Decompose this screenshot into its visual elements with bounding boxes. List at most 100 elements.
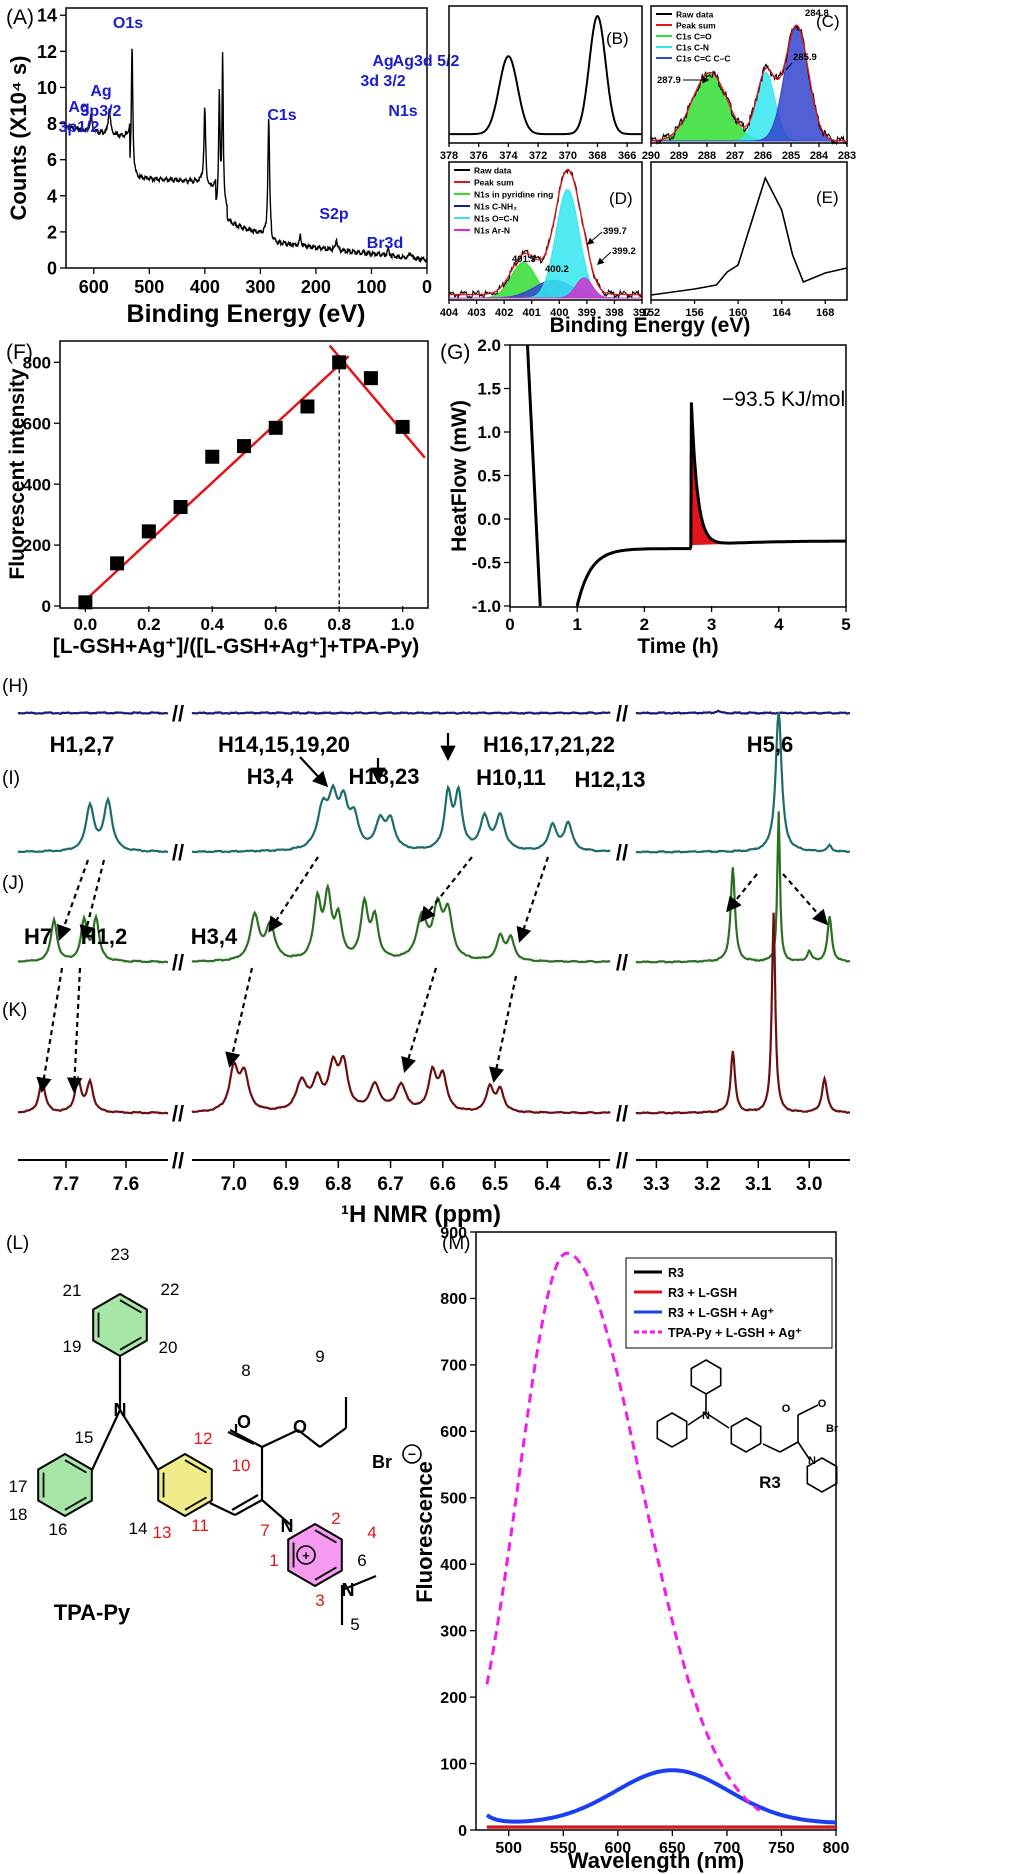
y-axis-label-m: Fluorescence: [412, 1461, 437, 1603]
nmr-label: H1,2: [81, 924, 127, 949]
m-x-tick-label: 550: [550, 1840, 577, 1857]
peak-label: 3d 3/2: [360, 73, 405, 90]
f-x-tick-label: 0.0: [74, 615, 98, 634]
b-x-tick-label: 372: [529, 150, 547, 162]
c1s-sum-curve: [650, 24, 847, 142]
legend-label: N1s C-NH₂: [474, 202, 517, 212]
plot-frame-m: [475, 1231, 837, 1831]
d-x-tick-label: 397: [633, 307, 651, 319]
axis-ticks-g: 0 1 2 3 4 5 -1.0 -0.5 0.0 0.5 1.0 1.5 2.0: [472, 336, 851, 634]
g-y-tick-label: -1.0: [472, 597, 501, 616]
peak-label: 3p1/2: [59, 119, 100, 136]
inset-atom: N: [702, 1410, 710, 1422]
nmr-shift-arrows: [36, 733, 829, 1094]
atom-number: 9: [315, 1347, 324, 1366]
data-point: [141, 524, 156, 539]
m-x-tick-label: 750: [768, 1840, 795, 1857]
peak-value-label: 287.9: [657, 75, 681, 86]
panel-e-s2p-spectrum: (E) 152 156 160 164 168 Binding Energy (eV): [550, 161, 848, 337]
panel-label-f: (F): [6, 341, 33, 364]
f-x-tick-label: 0.4: [200, 615, 224, 634]
double-bond: [119, 1299, 142, 1314]
spectrum-i-segment: [17, 796, 169, 854]
legend-label: R3: [668, 1266, 684, 1280]
negative-charge-sign: −: [408, 1446, 416, 1462]
shift-arrow: [79, 859, 106, 941]
axis-break: //: [172, 1148, 184, 1173]
peak-value-label: 399.2: [612, 246, 636, 257]
axis-ticks-a: 600 500 400 300 200 100 0 0 2 4 6 8 10 12 14: [37, 6, 432, 297]
spectrum-k-segment: [191, 1054, 611, 1115]
axis-break: //: [616, 840, 628, 865]
a-y-tick-label: 8: [47, 114, 57, 134]
m-y-tick-label: 900: [440, 1225, 467, 1242]
job-plot-marks: [78, 344, 426, 610]
peak-label: Ag: [372, 53, 393, 70]
panel-label-j: (J): [2, 873, 24, 894]
nmr-tick-label: 6.4: [534, 1174, 561, 1195]
y-axis-label-g: HeatFlow (mW): [448, 400, 471, 552]
m-y-tick-label: 800: [440, 1291, 467, 1308]
spectrum-k-segment: [17, 1075, 169, 1115]
nmr-tick-label: 6.3: [586, 1174, 612, 1195]
axis-break: //: [172, 840, 184, 865]
spectrum-h-segment: [17, 711, 169, 715]
g-x-tick-label: 1: [572, 615, 581, 634]
inset-bond: [762, 1443, 781, 1453]
panel-label-k: (K): [2, 1000, 27, 1021]
c-x-tick-label: 284: [810, 150, 829, 162]
inset-bond: [797, 1404, 819, 1416]
shift-arrow: [420, 856, 473, 923]
spectrum-h-segment: [635, 709, 851, 715]
y-axis-label-a: Counts (X10⁴ s): [6, 56, 31, 221]
m-x-tick-label: 600: [604, 1840, 631, 1857]
peak-label: Ag: [68, 99, 89, 116]
bond: [261, 1499, 293, 1527]
atom-number-red: 3: [315, 1591, 324, 1610]
axis-break: //: [616, 950, 628, 975]
nmr-tick-label: 3.1: [745, 1174, 772, 1195]
peak-value-label: 399.7: [603, 226, 627, 237]
plot-frame-c: [650, 5, 848, 144]
peak-arrow: [785, 62, 793, 71]
series-tpapy-lgsh-ag: [485, 1251, 761, 1812]
panel-label-i: (I): [2, 768, 20, 789]
m-y-tick-label: 0: [458, 1823, 467, 1840]
g-y-tick-label: 0.0: [477, 510, 501, 529]
nmr-tick-label: 6.6: [430, 1174, 456, 1195]
data-point: [332, 355, 347, 370]
shift-arrow: [489, 975, 518, 1084]
atom-number-red: 1: [269, 1551, 278, 1570]
data-point: [173, 500, 188, 515]
legend-d: Raw data Peak sum N1s in pyridine ring N1s …: [454, 166, 553, 236]
d-x-tick-label: 404: [440, 307, 459, 319]
data-point: [78, 595, 93, 610]
c-x-tick-label: 287: [726, 150, 744, 162]
a-y-tick-label: 2: [47, 222, 57, 242]
nmr-tick-label: 6.8: [325, 1174, 351, 1195]
ring-middle-phenyl: [157, 1452, 213, 1518]
inset-atom: N: [808, 1455, 816, 1467]
shift-arrow: [36, 967, 64, 1094]
shift-arrow: [56, 859, 90, 941]
nmr-peak-labels: H1,2,7 H14,15,19,20 H3,4 H18,23 H16,17,21,22…: [24, 732, 793, 949]
a-x-tick-label: 300: [245, 277, 275, 297]
panel-b-ag3d-spectrum: (B) 378 376 374 372 370 368 366: [440, 5, 643, 162]
legend-label: R3 + L-GSH: [668, 1286, 737, 1300]
d-x-tick-label: 403: [467, 307, 485, 319]
atom-number: 15: [75, 1428, 94, 1447]
g-y-tick-label: 1.5: [477, 380, 501, 399]
x-axis-label-g: Time (h): [637, 635, 718, 658]
spectrum-i-segment: [635, 711, 850, 854]
atom-number: 14: [129, 1519, 148, 1538]
structure-name-tpa-py: TPA-Py: [54, 1600, 131, 1625]
shift-arrow: [782, 873, 829, 926]
inset-pyridinium: [806, 1457, 838, 1493]
plot-frame-f: [59, 340, 429, 609]
axis-break: //: [172, 701, 184, 726]
plot-frame-d: [448, 161, 643, 301]
legend-label: Peak sum: [676, 21, 716, 31]
plot-frame-g: [509, 344, 847, 608]
legend-label: TPA-Py + L-GSH + Ag⁺: [668, 1326, 802, 1340]
